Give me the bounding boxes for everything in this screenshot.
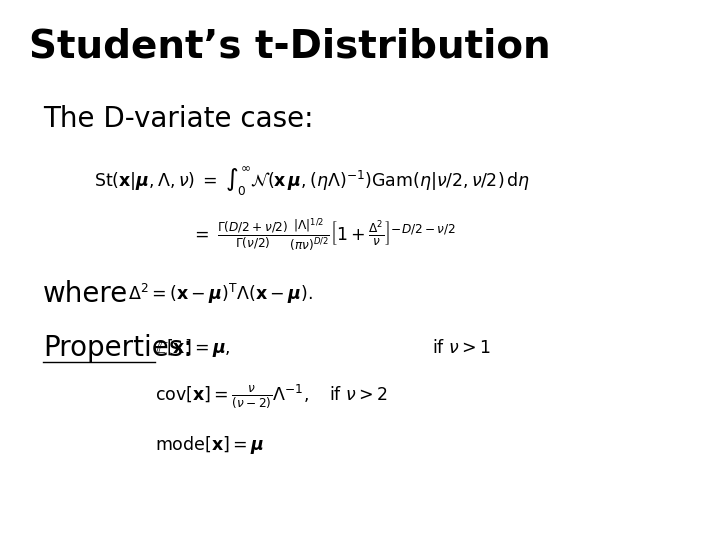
Text: $\mathbb{E}[\mathbf{x}] = \boldsymbol{\mu},$: $\mathbb{E}[\mathbf{x}] = \boldsymbol{\m… (155, 338, 230, 359)
Text: $\mathrm{cov}[\mathbf{x}] = \frac{\nu}{(\nu-2)}\Lambda^{-1}, \quad \text{if } \n: $\mathrm{cov}[\mathbf{x}] = \frac{\nu}{(… (155, 383, 387, 411)
Text: where: where (43, 280, 128, 308)
Text: $\text{if } \nu > 1$: $\text{if } \nu > 1$ (432, 339, 491, 357)
Text: Student’s t-Distribution: Student’s t-Distribution (29, 27, 550, 65)
Text: The D-variate case:: The D-variate case: (43, 105, 314, 133)
Text: $=\; \frac{\Gamma(D/2 + \nu/2)}{\Gamma(\nu/2)} \frac{|\Lambda|^{1/2}}{(\pi\nu)^{: $=\; \frac{\Gamma(D/2 + \nu/2)}{\Gamma(\… (191, 217, 456, 253)
Text: $\mathrm{mode}[\mathbf{x}] = \boldsymbol{\mu}$: $\mathrm{mode}[\mathbf{x}] = \boldsymbol… (155, 435, 264, 456)
Text: Properties:: Properties: (43, 334, 193, 362)
Text: $\Delta^2 = (\mathbf{x} - \boldsymbol{\mu})^\mathrm{T}\Lambda(\mathbf{x} - \bold: $\Delta^2 = (\mathbf{x} - \boldsymbol{\m… (128, 282, 313, 306)
Text: $\mathrm{St}(\mathbf{x}|\boldsymbol{\mu}, \Lambda, \nu) \;=\; \int_0^{\infty} \m: $\mathrm{St}(\mathbf{x}|\boldsymbol{\mu}… (94, 164, 530, 198)
